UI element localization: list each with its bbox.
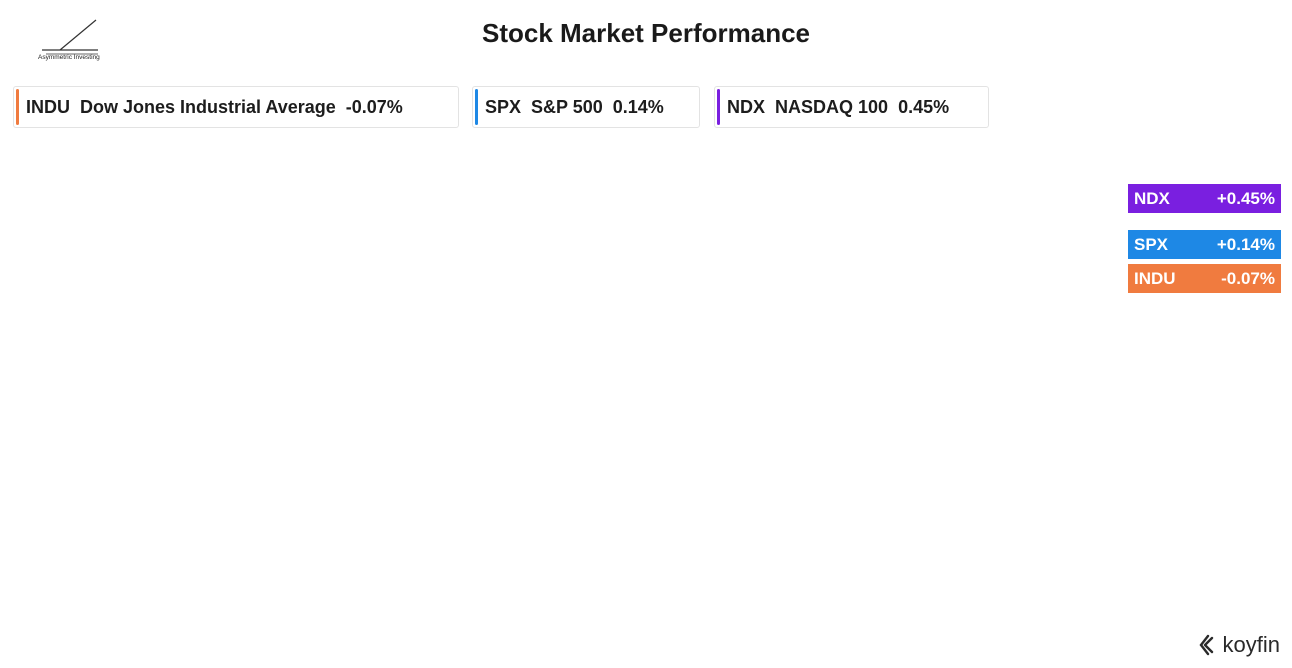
y-tick-label: -1.50% — [1137, 483, 1191, 502]
series-line-spx — [455, 295, 677, 414]
legend-color-bar — [475, 89, 478, 125]
logo-caption: Asymmetric Investing — [38, 54, 100, 61]
x-tick-label: 12:30 — [312, 599, 355, 618]
x-tick-label: 12/4 — [0, 599, 26, 618]
x-tick-label: 12:30 — [88, 599, 131, 618]
y-tick-label: -0.50% — [1137, 326, 1191, 345]
series-line-spx — [231, 318, 455, 399]
x-tick-label: 12:30 — [759, 599, 802, 618]
y-tick-label: +1.00% — [1137, 91, 1195, 110]
legend-ticker: INDU — [26, 96, 70, 117]
legend-name: S&P 500 — [531, 96, 603, 117]
tag-ticker: NDX — [1134, 188, 1170, 208]
series-line-indu — [231, 294, 455, 344]
legend-color-bar — [16, 89, 19, 125]
series-line-indu — [455, 232, 677, 344]
x-tick-label: 12/8 — [887, 599, 920, 618]
legend-change: 0.45% — [898, 96, 950, 117]
y-tick-label: -2.00% — [1137, 561, 1191, 580]
shaded-session — [679, 76, 904, 586]
series-line-indu — [679, 302, 902, 337]
series-line-ndx — [902, 169, 1128, 305]
legend-item-indu[interactable]: INDU Dow Jones Industrial Average -0.07% — [13, 86, 459, 128]
x-tick-label: 12:30 — [983, 599, 1026, 618]
x-tick-label: 12/5 — [216, 599, 249, 618]
legend-color-bar — [717, 89, 720, 125]
koyfin-logo-icon — [1198, 634, 1213, 656]
x-tick-label: 12/6 — [440, 599, 473, 618]
tag-change: +0.14% — [1216, 234, 1275, 254]
legend-name: NASDAQ 100 — [775, 96, 889, 117]
series-line-spx — [678, 286, 902, 344]
legend-name: Dow Jones Industrial Average — [80, 96, 336, 117]
shaded-session — [232, 76, 457, 586]
legend-change: 0.14% — [612, 96, 664, 117]
tag-change: +0.45% — [1216, 188, 1275, 208]
tag-change: -0.07% — [1221, 268, 1275, 288]
koyfin-label: koyfin — [1222, 632, 1280, 657]
series-line-ndx — [678, 223, 902, 352]
series-line-spx — [902, 216, 1129, 313]
series-line-ndx — [455, 279, 677, 469]
tag-ticker: SPX — [1134, 234, 1169, 254]
last-value-tag-ndx: NDX +0.45% — [1128, 184, 1281, 213]
legend-change: -0.07% — [345, 96, 403, 117]
x-tick-label: 12:30 — [536, 599, 579, 618]
legend-ticker: SPX — [485, 96, 522, 117]
tag-ticker: INDU — [1134, 268, 1176, 288]
legend-item-spx[interactable]: SPX S&P 500 0.14% — [472, 86, 700, 128]
legend-item-ndx[interactable]: NDX NASDAQ 100 0.45% — [714, 86, 989, 128]
y-tick-label: -1.00% — [1137, 404, 1191, 423]
series-line-ndx — [8, 413, 228, 548]
page-title: Stock Market Performance — [481, 18, 811, 48]
series-line-indu — [8, 263, 227, 333]
koyfin-brand[interactable]: koyfin — [1197, 632, 1280, 658]
series-line-spx — [8, 334, 227, 415]
series-line-indu — [902, 255, 1128, 328]
legend-ticker: NDX — [727, 96, 766, 117]
last-value-tag-indu: INDU -0.07% — [1128, 264, 1281, 293]
last-value-tag-spx: SPX +0.14% — [1128, 230, 1281, 259]
x-tick-label: 12/7 — [663, 599, 696, 618]
series-line-ndx — [231, 318, 455, 477]
asymmetric-investing-logo-icon — [42, 19, 98, 55]
